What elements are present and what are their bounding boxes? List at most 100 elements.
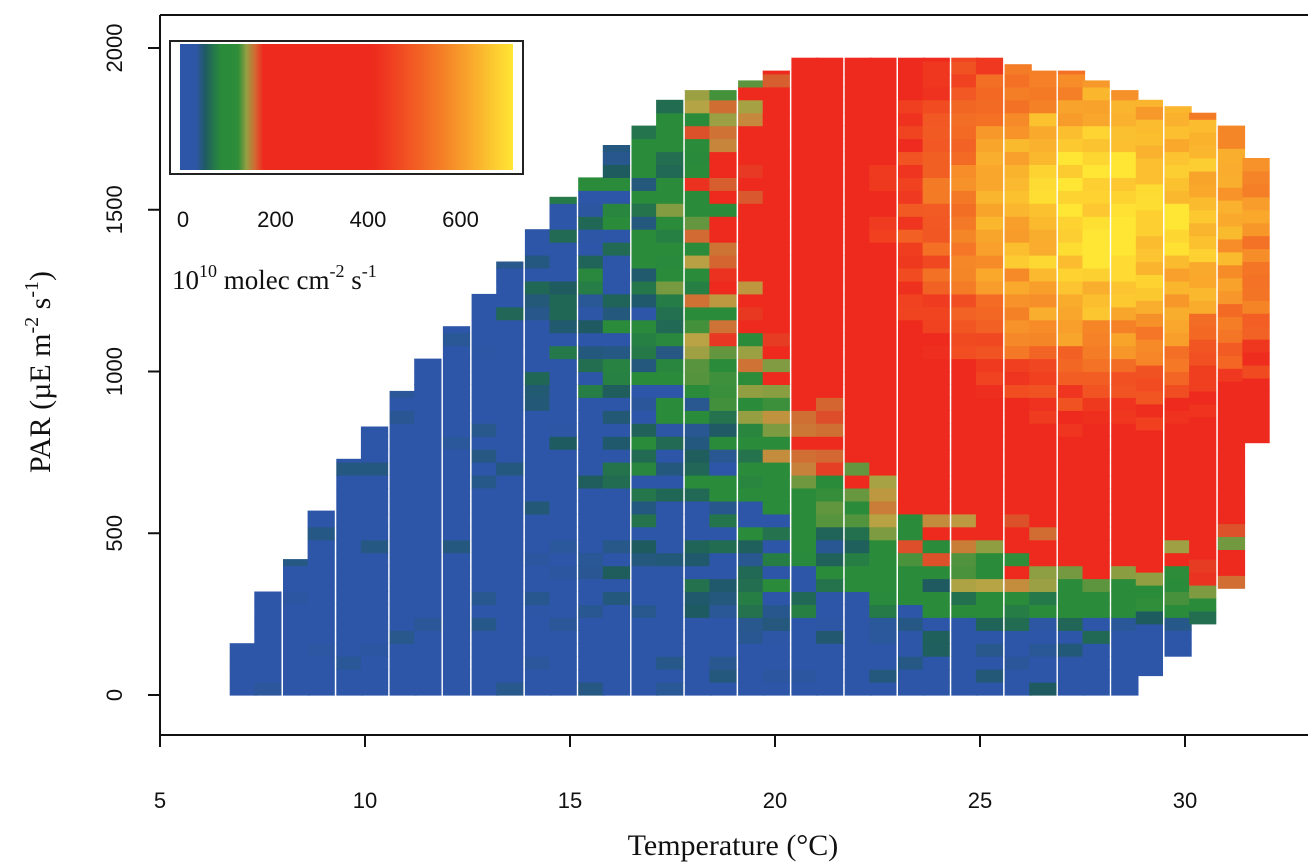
heatmap-cell	[684, 255, 712, 269]
heatmap-cell	[898, 177, 926, 191]
heatmap-cell	[1004, 164, 1032, 178]
heatmap-cell	[578, 332, 606, 347]
heatmap-cell	[1242, 378, 1270, 392]
heatmap-cell	[496, 462, 524, 476]
heatmap-cell	[1242, 196, 1270, 211]
heatmap-cell	[1164, 565, 1192, 580]
heatmap-cell	[844, 293, 872, 308]
heatmap-cell	[922, 397, 950, 411]
heatmap-cell	[631, 125, 659, 140]
heatmap-cell	[922, 669, 950, 683]
heatmap-cell	[684, 488, 712, 502]
heatmap-cell	[1082, 268, 1110, 282]
heatmap-cell	[1029, 475, 1057, 489]
heatmap-cell	[1164, 280, 1192, 295]
heatmap-cell	[1135, 378, 1163, 392]
heatmap-cell	[791, 488, 819, 502]
heatmap-cell	[1004, 410, 1032, 424]
heatmap-cell	[336, 526, 364, 541]
heatmap-cell	[975, 423, 1004, 437]
heatmap-cell	[816, 73, 844, 88]
heatmap-cell	[1082, 99, 1110, 114]
heatmap-cell	[1029, 500, 1057, 515]
heatmap-cell	[602, 604, 631, 618]
heatmap-cell	[922, 643, 950, 657]
heatmap-cell	[738, 656, 766, 670]
heatmap-cell	[1217, 484, 1246, 499]
heatmap-cell	[1111, 319, 1139, 334]
heatmap-cell	[684, 203, 712, 217]
heatmap-cell	[684, 242, 712, 256]
heatmap-cell	[389, 617, 417, 631]
y-tick-label: 1000	[102, 347, 127, 396]
heatmap-cell	[549, 591, 577, 605]
heatmap-cell	[1242, 158, 1270, 172]
heatmap-cell	[414, 475, 442, 489]
heatmap-cell	[524, 358, 553, 373]
heatmap-cell	[524, 462, 553, 476]
heatmap-cell	[578, 436, 606, 450]
heatmap-cell	[975, 242, 1004, 256]
heatmap-cell	[709, 410, 737, 424]
heatmap-cell	[684, 552, 712, 567]
heatmap-cell	[414, 526, 442, 541]
heatmap-cell	[898, 552, 926, 567]
heatmap-cell	[656, 500, 684, 515]
heatmap-cell	[709, 255, 737, 269]
heatmap-cell	[1217, 225, 1246, 240]
heatmap-cell	[844, 138, 872, 153]
heatmap-cell	[951, 177, 979, 191]
heatmap-cell	[1029, 513, 1057, 528]
heatmap-cell	[631, 617, 659, 631]
heatmap-cell	[844, 500, 872, 515]
heatmap-cell	[389, 526, 417, 541]
heatmap-cell	[869, 397, 897, 411]
heatmap-cell	[656, 565, 684, 580]
y-axis-title-base: PAR (µE m	[24, 333, 57, 473]
heatmap-cell	[1111, 306, 1139, 321]
heatmap-cell	[1082, 229, 1110, 243]
heatmap-cell	[1029, 462, 1057, 476]
heatmap-cell	[898, 358, 926, 373]
heatmap-cell	[951, 475, 979, 489]
heatmap-cell	[1135, 170, 1163, 185]
heatmap-cell	[898, 164, 926, 178]
heatmap-cell	[524, 397, 553, 411]
heatmap-cell	[1082, 384, 1110, 398]
heatmap-cell	[1029, 682, 1057, 696]
heatmap-cell	[791, 410, 819, 424]
heatmap-cell	[254, 617, 282, 631]
heatmap-cell	[1057, 552, 1086, 567]
heatmap-cell	[816, 125, 844, 140]
heatmap-cell	[549, 268, 577, 282]
heatmap-cell	[816, 280, 844, 295]
heatmap-cell	[631, 552, 659, 567]
heatmap-cell	[1111, 397, 1139, 411]
heatmap-cell	[442, 371, 471, 385]
heatmap-cell	[1082, 397, 1110, 411]
heatmap-cell	[684, 345, 712, 360]
heatmap-cell	[898, 384, 926, 398]
heatmap-cell	[1004, 268, 1032, 282]
heatmap-cell	[496, 436, 524, 450]
heatmap-cell	[549, 306, 577, 321]
heatmap-cell	[684, 500, 712, 515]
heatmap-cell	[762, 73, 790, 88]
heatmap-cell	[283, 565, 311, 580]
heatmap-cell	[578, 565, 606, 580]
heatmap-cell	[1004, 384, 1032, 398]
heatmap-cell	[414, 656, 442, 670]
heatmap-cell	[922, 138, 950, 153]
heatmap-cell	[254, 604, 282, 618]
heatmap-cell	[602, 669, 631, 683]
heatmap-cell	[631, 475, 659, 489]
heatmap-cell	[709, 151, 737, 165]
heatmap-cell	[229, 682, 257, 696]
heatmap-cell	[1057, 656, 1086, 670]
heatmap-cell	[496, 345, 524, 360]
x-tick-label: 20	[763, 788, 787, 813]
heatmap-cell	[1029, 229, 1057, 243]
heatmap-cell	[1057, 565, 1086, 580]
heatmap-cell	[975, 255, 1004, 269]
heatmap-cell	[656, 306, 684, 321]
